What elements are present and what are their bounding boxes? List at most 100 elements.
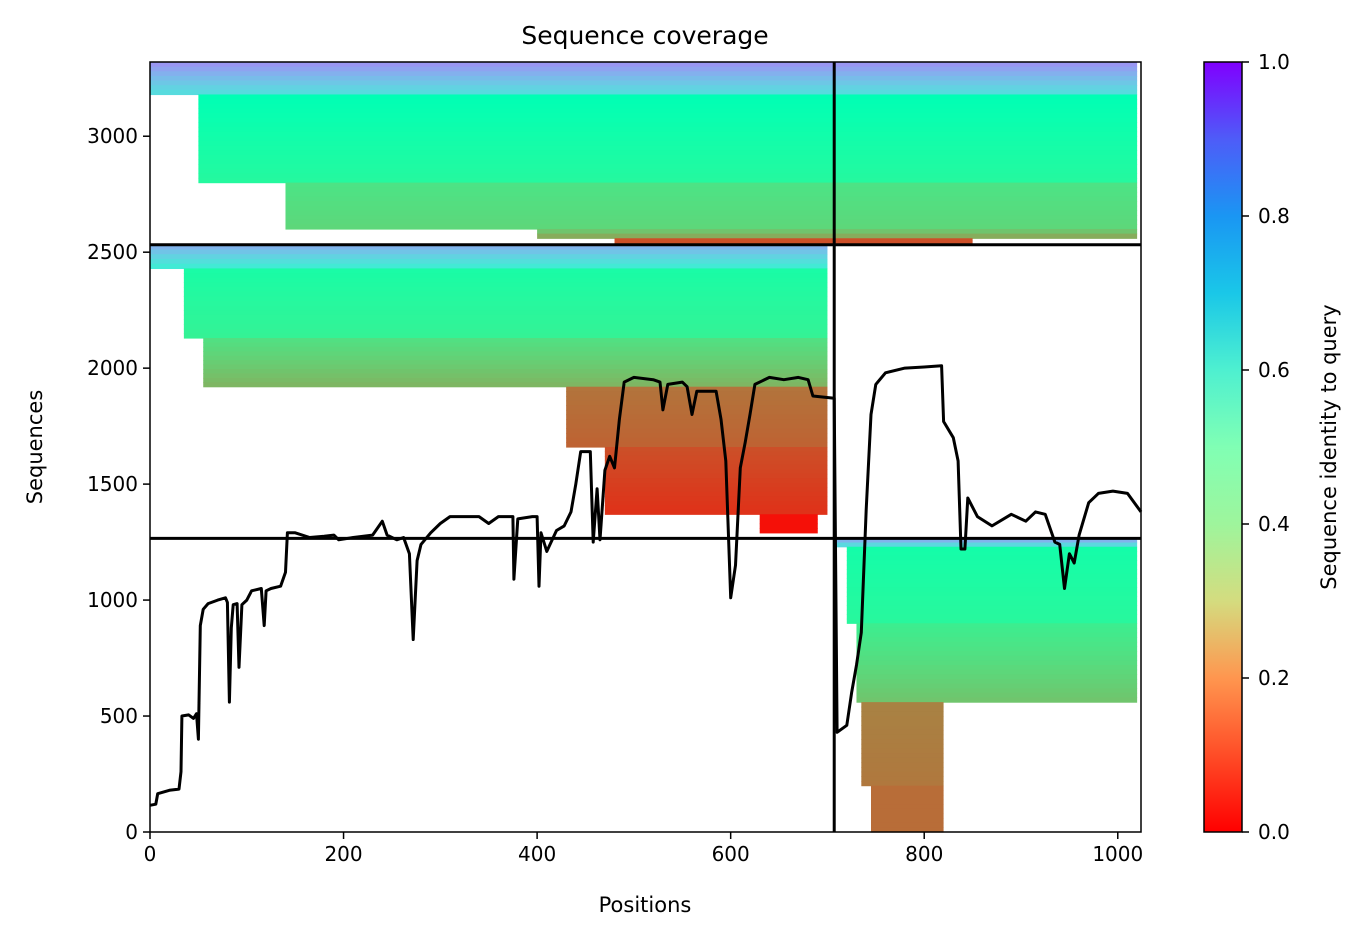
- heatmap-band: [846, 609, 1138, 615]
- heatmap-band: [203, 364, 828, 370]
- plot-area: [149, 61, 1143, 833]
- heatmap-band: [198, 131, 1138, 137]
- heatmap-band: [846, 546, 1138, 552]
- heatmap-band: [856, 627, 1138, 634]
- heatmap-band: [846, 618, 1138, 624]
- heatmap-band: [198, 159, 1138, 165]
- heatmap-band: [198, 117, 1138, 123]
- heatmap-band: [856, 683, 1138, 689]
- colorbar-tick-label: 1.0: [1258, 50, 1290, 74]
- heatmap-band: [566, 400, 828, 406]
- heatmap-band: [856, 623, 1138, 629]
- heatmap-band: [870, 804, 944, 810]
- heatmap-band: [203, 351, 828, 357]
- heatmap-band: [150, 62, 1138, 68]
- heatmap-band: [285, 224, 1138, 230]
- colorbar-tick-label: 0.6: [1258, 358, 1290, 382]
- heatmap-band: [203, 368, 828, 375]
- heatmap-band: [285, 196, 1138, 202]
- heatmap-band: [861, 711, 944, 717]
- heatmap-band: [198, 122, 1138, 128]
- heatmap-band: [856, 665, 1138, 671]
- heatmap-band: [566, 433, 828, 439]
- heatmap-band: [604, 473, 828, 479]
- heatmap-band: [198, 177, 1138, 184]
- heatmap-band: [604, 496, 828, 502]
- heatmap-band: [203, 346, 828, 352]
- heatmap-band: [198, 154, 1138, 161]
- heatmap-band: [861, 743, 944, 750]
- heatmap-band: [566, 419, 828, 425]
- heatmap-band: [150, 71, 1138, 77]
- heatmap-band: [861, 780, 944, 787]
- heatmap-band: [846, 591, 1138, 597]
- heatmap-band: [861, 739, 944, 745]
- heatmap-band: [846, 614, 1138, 620]
- heatmap-band: [856, 692, 1138, 699]
- heatmap-band: [285, 210, 1138, 216]
- heatmap-band: [150, 85, 1138, 91]
- colorbar-ticks: 0.0 0.2 0.4 0.6 0.8 1.0: [1242, 50, 1290, 844]
- colorbar-tick-label: 0.8: [1258, 204, 1290, 228]
- heatmap-band: [604, 491, 828, 497]
- heatmap-band: [604, 509, 828, 515]
- heatmap-band: [183, 277, 828, 283]
- heatmap-band: [150, 244, 828, 251]
- heatmap-band: [203, 337, 828, 344]
- heatmap-band: [834, 542, 1138, 548]
- x-tick-label: 200: [324, 842, 362, 866]
- heatmap-band: [183, 324, 828, 330]
- heatmap-band: [566, 423, 828, 430]
- heatmap-band: [856, 674, 1138, 680]
- heatmap-band: [183, 328, 828, 334]
- colorbar-label: Sequence identity to query: [1317, 304, 1341, 589]
- x-tick-label: 600: [712, 842, 750, 866]
- heatmap-band: [861, 702, 944, 708]
- heatmap-band: [285, 191, 1138, 198]
- y-tick-label: 0: [125, 820, 138, 844]
- heatmap-band: [183, 300, 828, 307]
- heatmap-band: [566, 386, 828, 392]
- heatmap-band: [604, 455, 828, 462]
- heatmap-band: [604, 460, 828, 466]
- heatmap-band: [285, 215, 1138, 221]
- heatmap-band: [870, 813, 944, 819]
- heatmap-band: [759, 518, 818, 525]
- heatmap-band: [856, 669, 1138, 675]
- heatmap-band: [203, 342, 828, 348]
- heatmap-band: [198, 173, 1138, 179]
- y-axis: 0 500 1000 1500 2000 2500 3000: [87, 124, 150, 844]
- heatmap-band: [604, 487, 828, 493]
- heatmap-band: [870, 799, 944, 805]
- heatmap-band: [150, 89, 1138, 96]
- heatmap-band: [861, 762, 944, 768]
- heatmap-band: [537, 228, 1138, 235]
- heatmap-band: [183, 291, 828, 297]
- heatmap-band: [856, 688, 1138, 694]
- heatmap-band: [183, 333, 828, 339]
- heatmap-band: [856, 632, 1138, 638]
- heatmap-band: [846, 564, 1138, 570]
- x-tick-label: 0: [144, 842, 157, 866]
- heatmap-band: [150, 258, 828, 265]
- y-tick-label: 2000: [87, 356, 138, 380]
- heatmap-band: [183, 286, 828, 293]
- heatmap-band: [861, 748, 944, 754]
- heatmap-band: [759, 514, 818, 520]
- colorbar: 0.0 0.2 0.4 0.6 0.8 1.0 Sequence identity to …: [1203, 50, 1341, 844]
- chart-title: Sequence coverage: [521, 21, 768, 50]
- heatmap-band: [614, 240, 973, 244]
- heatmap-band: [150, 80, 1138, 86]
- heatmap-band: [861, 767, 944, 773]
- heatmap-band: [861, 729, 944, 736]
- heatmap-band: [285, 205, 1138, 212]
- heatmap-band: [198, 103, 1138, 109]
- heatmap-band: [566, 405, 828, 411]
- heatmap-band: [604, 451, 828, 457]
- heatmap-band: [566, 409, 828, 416]
- heatmap-band: [150, 249, 828, 255]
- heatmap-band: [604, 464, 828, 471]
- heatmap-band: [203, 360, 828, 366]
- colorbar-tick-label: 0.0: [1258, 820, 1290, 844]
- heatmap-band: [183, 314, 828, 321]
